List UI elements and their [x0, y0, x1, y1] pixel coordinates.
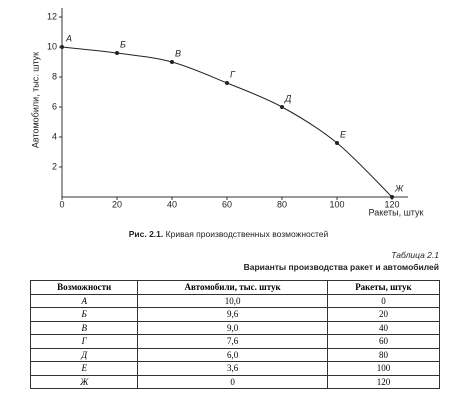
table-cell: 40 [326, 320, 441, 335]
caption-number: Рис. 2.1. [128, 229, 164, 239]
point-label: В [175, 48, 181, 58]
table-cell: 9,0 [137, 320, 328, 335]
x-tick-label: 120 [384, 199, 399, 209]
point-label: А [65, 33, 72, 43]
table-cell: Е [29, 361, 139, 376]
point [335, 141, 339, 145]
x-tick-label: 40 [167, 199, 177, 209]
table-cell: 80 [326, 347, 441, 362]
table-row: Д 6,0 80 [29, 347, 441, 362]
point [115, 51, 119, 55]
point-label: Ж [394, 183, 404, 193]
y-tick-label: 12 [47, 11, 57, 21]
table-cell: Б [29, 307, 139, 322]
table-cell: 10,0 [137, 293, 328, 308]
point [280, 105, 284, 109]
table-cell: 3,6 [137, 361, 328, 376]
table-cell: Д [29, 347, 139, 362]
header-cell: Автомобили, тыс. штук [137, 280, 328, 295]
x-tick-label: 0 [59, 199, 64, 209]
table-cell: Ж [29, 374, 139, 389]
table: Возможности Автомобили, тыс. штук Ракеты, … [29, 280, 441, 389]
table-row: В 9,0 40 [29, 320, 441, 335]
y-tick-label: 6 [52, 101, 57, 111]
table-cell: 60 [326, 334, 441, 349]
x-tick-label: 60 [222, 199, 232, 209]
header-cell: Возможности [29, 280, 139, 295]
table-row: Б 9,6 20 [29, 307, 441, 322]
table-cell: 6,0 [137, 347, 328, 362]
figure-caption: Рис. 2.1. Кривая производственных возмож… [0, 229, 457, 239]
point [60, 45, 64, 49]
chart: Автомобили, тыс. штук Ракеты, штук 0 20 40… [30, 8, 424, 217]
table-cell: А [29, 293, 139, 308]
table-title: Варианты производства ракет и автомобиле… [243, 262, 439, 272]
x-tick-label: 20 [112, 199, 122, 209]
table-cell: 7,6 [137, 334, 328, 349]
table-cell: 100 [326, 361, 441, 376]
table-row: Ж 0 120 [29, 374, 441, 389]
curve [61, 46, 393, 198]
y-tick-label: 4 [52, 131, 57, 141]
x-axis-label: Ракеты, штук [369, 207, 424, 217]
x-tick-label: 100 [329, 199, 344, 209]
table-cell: 0 [137, 374, 328, 389]
table-row: А 10,0 0 [29, 293, 441, 308]
table-cell: 120 [326, 374, 441, 389]
table-cell: В [29, 320, 139, 335]
point [225, 81, 229, 85]
caption-text: Кривая производственных возможностей [165, 229, 329, 239]
point-label: Д [284, 93, 292, 103]
y-tick-label: 2 [52, 161, 57, 171]
y-tick-label: 8 [52, 71, 57, 81]
point-label: Б [120, 39, 126, 49]
table-row: Г 7,6 60 [29, 334, 441, 349]
point-label: Е [340, 129, 347, 139]
y-axis-label: Автомобили, тыс. штук [30, 52, 40, 148]
table-row: Е 3,6 100 [29, 361, 441, 376]
table-number: Таблица 2.1 [391, 250, 439, 260]
header-row: Возможности Автомобили, тыс. штук Ракеты, … [29, 280, 441, 295]
point [170, 60, 174, 64]
table-cell: Г [29, 334, 139, 349]
table-cell: 9,6 [137, 307, 328, 322]
y-tick-label: 10 [47, 41, 57, 51]
table-cell: 0 [326, 293, 441, 308]
header-cell: Ракеты, штук [326, 280, 441, 295]
point [390, 195, 394, 199]
point-label: Г [230, 69, 236, 79]
x-tick-label: 80 [277, 199, 287, 209]
table-cell: 20 [326, 307, 441, 322]
